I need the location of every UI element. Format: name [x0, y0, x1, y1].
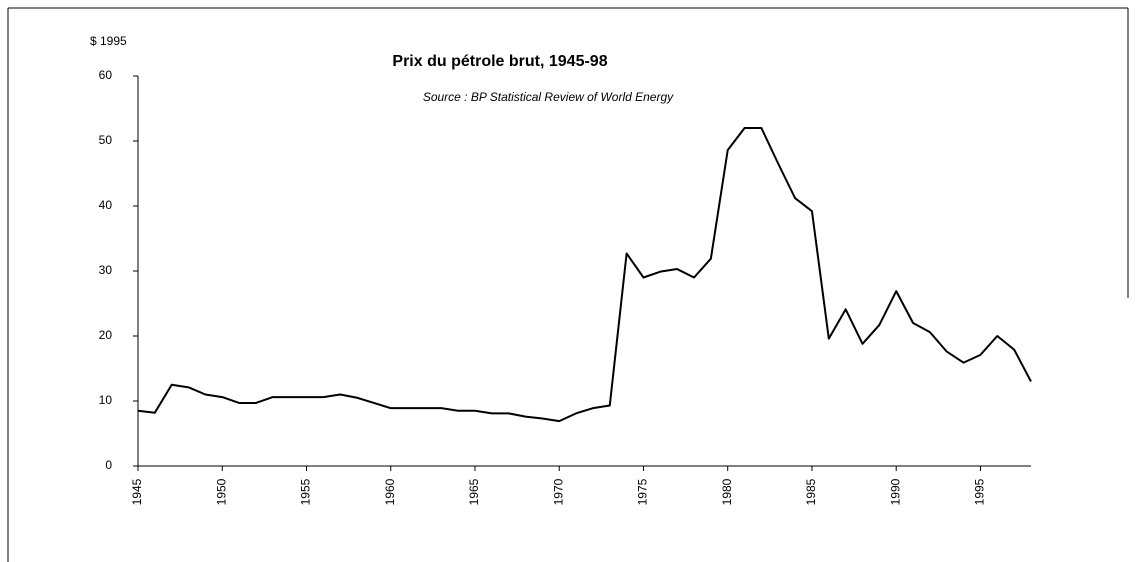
x-tick-label: 1995 — [973, 478, 987, 505]
y-tick-label: 60 — [99, 68, 113, 82]
x-tick-label: 1960 — [383, 478, 397, 505]
x-tick-label: 1955 — [299, 478, 313, 505]
y-tick-label: 10 — [99, 393, 113, 407]
x-tick-label: 1945 — [130, 478, 144, 505]
y-axis-label: $ 1995 — [90, 34, 127, 48]
y-tick-label: 0 — [105, 458, 112, 472]
price-line — [137, 127, 1032, 423]
x-tick-label: 1950 — [214, 478, 228, 505]
x-tick-label: 1985 — [804, 478, 818, 505]
y-tick-label: 50 — [99, 133, 113, 147]
x-tick-label: 1980 — [720, 478, 734, 505]
x-tick-label: 1965 — [467, 478, 481, 505]
y-tick-label: 30 — [99, 263, 113, 277]
x-tick-label: 1970 — [551, 478, 565, 505]
y-tick-label: 40 — [99, 198, 113, 212]
y-tick-label: 20 — [99, 328, 113, 342]
x-tick-label: 1990 — [888, 478, 902, 505]
x-tick-label: 1975 — [636, 478, 650, 505]
chart-title: Prix du pétrole brut, 1945-98 — [392, 53, 607, 70]
chart-subtitle: Source : BP Statistical Review of World … — [423, 90, 674, 104]
